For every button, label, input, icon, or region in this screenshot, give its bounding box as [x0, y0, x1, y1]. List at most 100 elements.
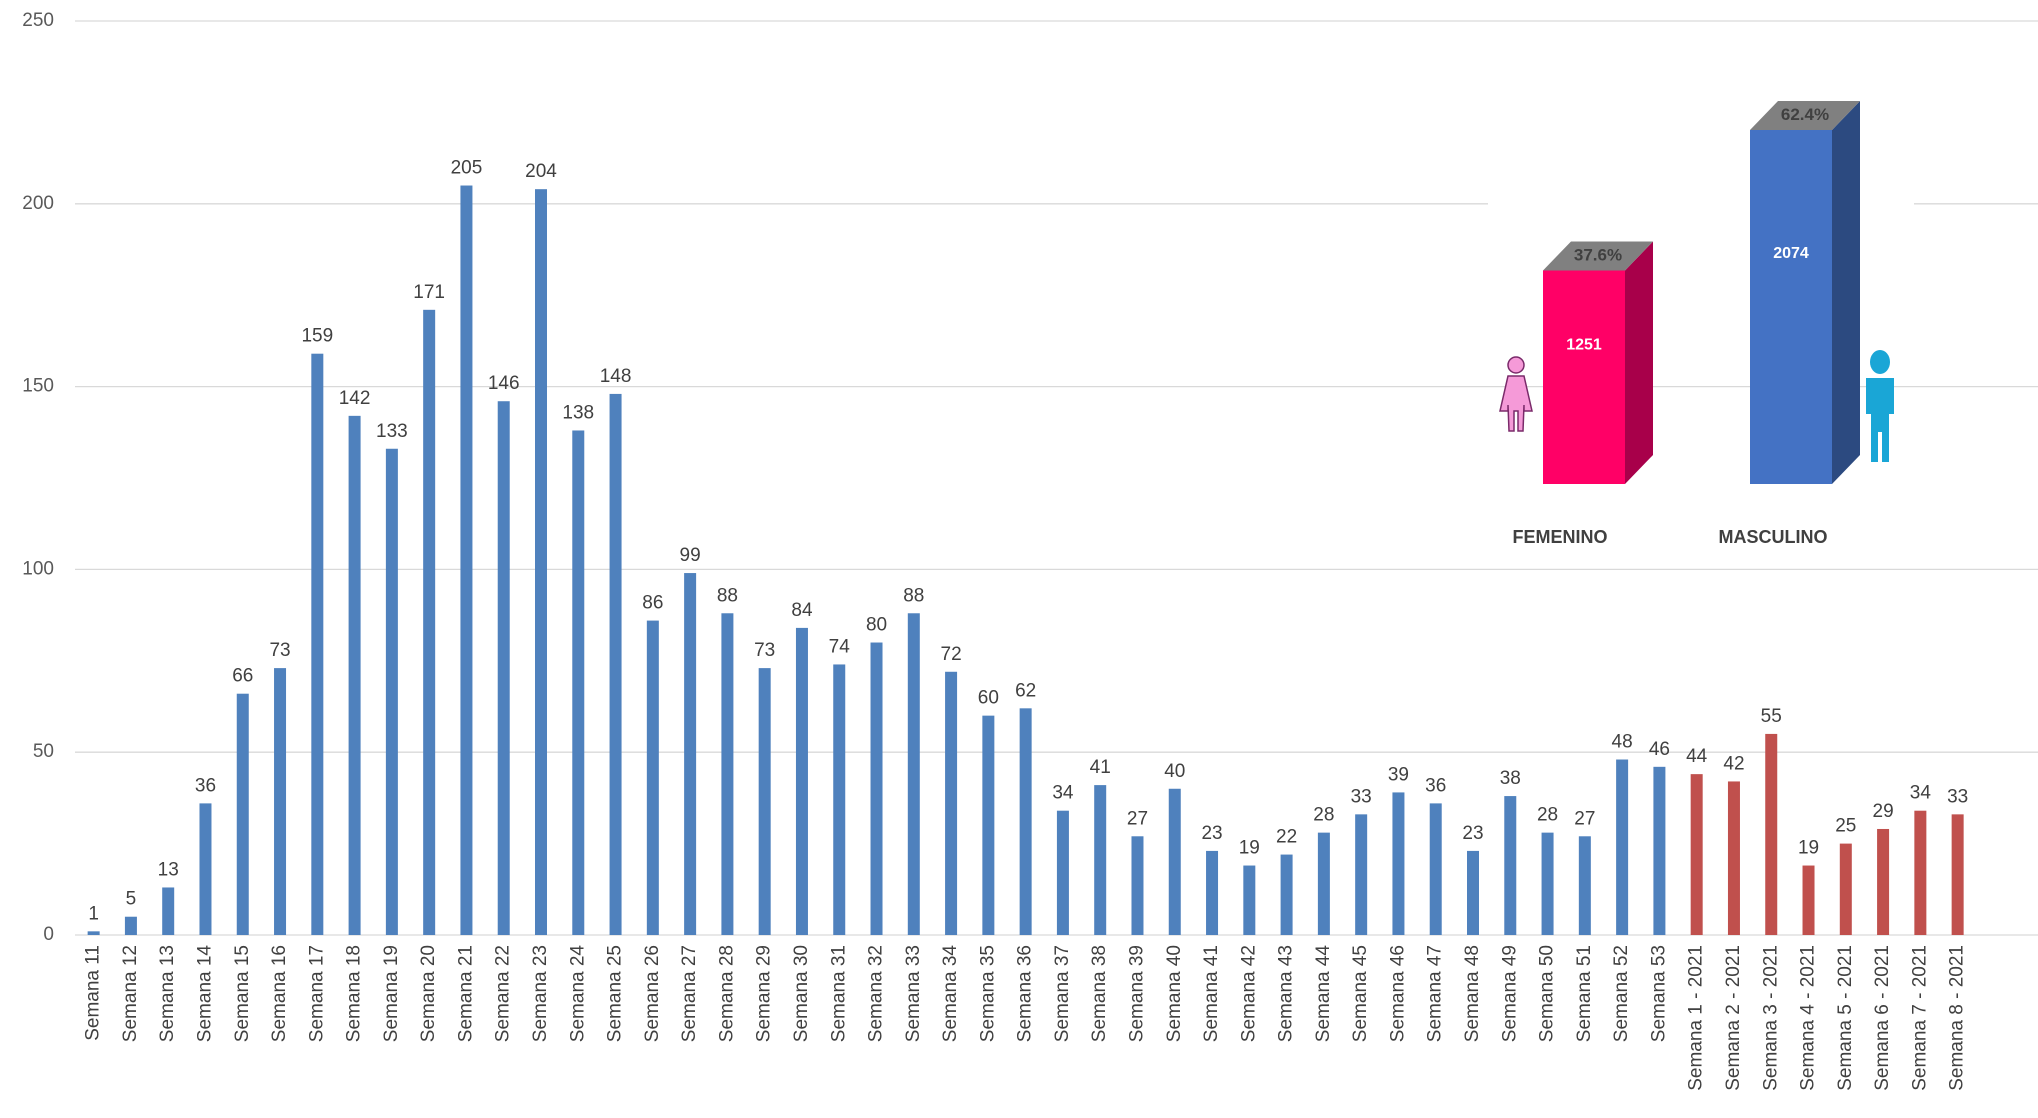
x-tick-label: Semana 25	[605, 945, 626, 1042]
x-tick-label: Semana 42	[1238, 945, 1259, 1042]
x-tick-label: Semana 22	[493, 945, 514, 1042]
data-label: 62	[1015, 680, 1036, 701]
x-tick-label: Semana 27	[679, 945, 700, 1042]
data-label: 55	[1761, 706, 1782, 727]
data-label: 28	[1537, 805, 1558, 826]
bar	[1467, 850, 1479, 935]
bar	[795, 627, 808, 935]
x-tick-label: Semana 34	[940, 945, 961, 1043]
x-tick-label: Semana 18	[344, 945, 365, 1042]
x-tick-label: Semana 28	[716, 945, 737, 1042]
bar	[1243, 865, 1256, 935]
bar	[1056, 810, 1069, 935]
bar	[535, 189, 547, 935]
data-label: 46	[1649, 739, 1670, 760]
data-label: 19	[1239, 838, 1260, 859]
x-tick-label: Semana 15	[232, 945, 253, 1042]
bar	[1019, 708, 1032, 935]
data-label: 60	[978, 688, 999, 709]
bar	[87, 931, 100, 935]
x-tick-label: Semana 30	[791, 945, 812, 1042]
inset-chart: 37.6% 1251 FEMENINO 62.4% 2074 MASCULINO	[1512, 101, 1860, 547]
x-tick-label: Semana 16	[269, 945, 290, 1042]
bar	[1727, 781, 1740, 935]
x-tick-label: Semana 26	[642, 945, 663, 1042]
bar	[1765, 733, 1778, 935]
data-label: 22	[1276, 827, 1297, 848]
x-tick-label: Semana 48	[1462, 945, 1483, 1042]
x-tick-label: Semana 23	[530, 945, 551, 1042]
bar	[833, 664, 846, 935]
bar	[1839, 843, 1852, 935]
data-label: 84	[791, 600, 813, 621]
x-tick-label: Semana 49	[1499, 945, 1520, 1042]
data-label: 146	[488, 373, 520, 394]
bar	[1355, 814, 1368, 935]
x-tick-label: Semana 37	[1052, 945, 1073, 1042]
bar	[1094, 785, 1107, 935]
bar	[1317, 832, 1330, 935]
bar	[1578, 836, 1591, 935]
bar	[572, 430, 585, 935]
x-tick-label: Semana 5 - 2021	[1835, 945, 1856, 1091]
bar-side	[1832, 101, 1860, 484]
bars: 1 Semana 11 5 Semana 12 13 Semana 13 36 Semana …	[83, 158, 1969, 1091]
y-tick-label: 100	[22, 558, 54, 579]
bar	[1206, 850, 1219, 935]
grid: 0 50 100 150 200 250	[22, 10, 2038, 945]
data-label: 72	[941, 644, 962, 665]
x-tick-label: Semana 47	[1425, 945, 1446, 1042]
x-tick-label: Semana 41	[1201, 945, 1222, 1042]
x-tick-label: Semana 29	[754, 945, 775, 1042]
data-label: 73	[269, 640, 290, 661]
bar	[907, 613, 920, 935]
data-label: 36	[1425, 775, 1446, 796]
data-label: 34	[1052, 783, 1074, 804]
data-label: 34	[1910, 783, 1932, 804]
x-tick-label: Semana 2 - 2021	[1723, 945, 1744, 1091]
x-tick-label: Semana 14	[194, 945, 215, 1043]
data-label: 13	[158, 859, 179, 880]
share-label: 62.4%	[1781, 105, 1829, 124]
data-label: 148	[600, 366, 632, 387]
bar	[758, 668, 771, 935]
bar	[1280, 854, 1293, 935]
x-tick-label: Semana 24	[567, 945, 588, 1043]
x-tick-label: Semana 46	[1387, 945, 1408, 1042]
bar-top	[1750, 101, 1860, 130]
bar	[945, 671, 958, 935]
bar	[1914, 810, 1927, 935]
bar	[870, 642, 883, 935]
bar	[1616, 759, 1629, 935]
x-tick-label: Semana 50	[1537, 945, 1558, 1042]
bar	[1653, 766, 1666, 935]
data-label: 88	[717, 585, 738, 606]
bar	[1690, 774, 1703, 935]
x-tick-label: Semana 33	[903, 945, 924, 1042]
data-label: 86	[642, 593, 663, 614]
bar	[609, 393, 622, 935]
category-label: MASCULINO	[1719, 527, 1828, 547]
x-tick-label: Semana 40	[1164, 945, 1185, 1042]
x-tick-label: Semana 3 - 2021	[1760, 945, 1781, 1091]
data-label: 44	[1686, 746, 1708, 767]
bar	[348, 415, 361, 935]
data-label: 39	[1388, 764, 1409, 785]
bar	[1541, 832, 1554, 935]
bar	[311, 353, 324, 935]
bar	[124, 916, 137, 935]
data-label: 159	[301, 326, 333, 347]
bar	[982, 715, 995, 935]
value-label: 1251	[1566, 336, 1602, 353]
data-label: 27	[1574, 808, 1595, 829]
bar	[423, 309, 436, 936]
bar-top	[1543, 241, 1653, 271]
x-tick-label: Semana 20	[418, 945, 439, 1042]
data-label: 23	[1201, 823, 1222, 844]
x-tick-label: Semana 1 - 2021	[1686, 945, 1707, 1091]
x-tick-label: Semana 45	[1350, 945, 1371, 1042]
data-label: 40	[1164, 761, 1185, 782]
x-tick-label: Semana 36	[1015, 945, 1036, 1042]
x-tick-label: Semana 17	[306, 945, 327, 1042]
